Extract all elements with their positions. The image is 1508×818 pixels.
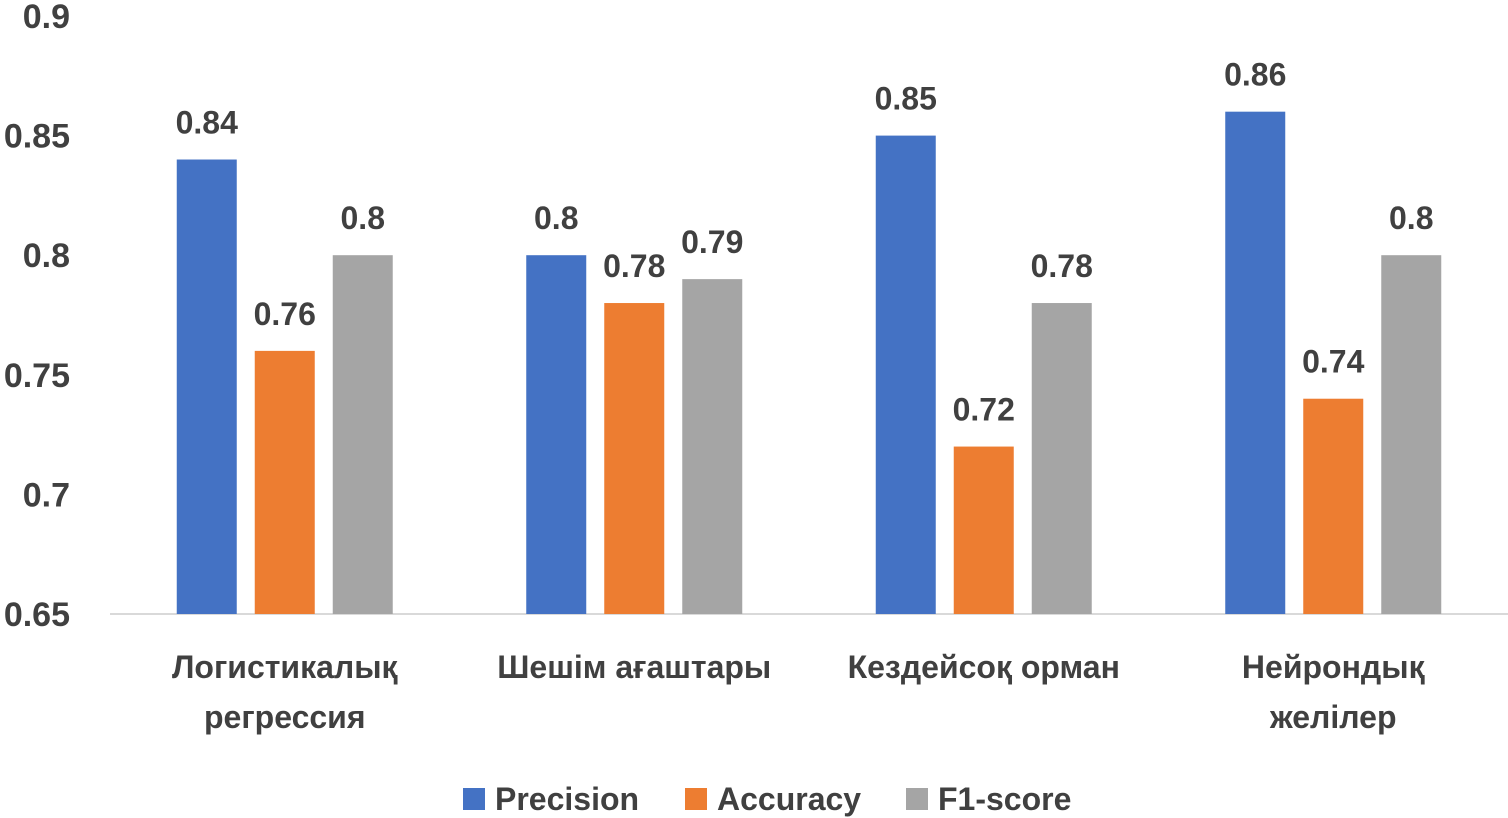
data-label: 0.84 [176,105,238,141]
data-label: 0.78 [603,248,665,284]
legend-swatch [685,788,707,810]
data-label: 0.86 [1224,57,1286,93]
data-label: 0.85 [875,81,937,117]
y-tick-label: 0.75 [4,357,70,395]
legend: Precision Accuracy F1-score [463,781,1071,817]
data-label: 0.72 [953,392,1015,428]
bar-accuracy [254,350,315,614]
bar-f1-score [1031,303,1092,614]
data-label: 0.79 [681,224,743,260]
legend-label: F1-score [938,781,1071,817]
data-label: 0.8 [1389,200,1433,236]
x-category-label: Шешім ағаштары [497,649,771,685]
x-axis: Логистикалық регрессия Шешім ағаштары Кезде… [172,649,1426,735]
bar-precision [526,255,587,614]
x-category-label: регрессия [204,699,366,735]
data-label: 0.8 [534,200,578,236]
bar-precision [176,159,237,614]
y-tick-label: 0.9 [23,0,70,36]
bar-precision [1225,111,1286,615]
bar-precision [875,135,936,614]
bars [176,111,1442,615]
y-tick-label: 0.8 [23,237,70,275]
legend-swatch [463,788,485,810]
data-label: 0.74 [1302,344,1364,380]
x-category-label: желілер [1269,699,1397,735]
bar-f1-score [1381,255,1442,614]
x-category-label: Кездейсоқ орман [848,649,1120,685]
bar-f1-score [332,255,393,614]
data-label: 0.76 [254,296,316,332]
legend-label: Accuracy [717,781,861,817]
y-tick-label: 0.65 [4,596,70,634]
data-label: 0.8 [341,200,385,236]
bar-accuracy [953,446,1014,614]
bar-accuracy [1303,398,1364,614]
legend-label: Precision [495,781,639,817]
legend-swatch [906,788,928,810]
y-tick-label: 0.85 [4,118,70,156]
x-category-label: Нейрондық [1242,649,1426,685]
data-label: 0.78 [1031,248,1093,284]
y-tick-label: 0.7 [23,476,70,514]
bar-f1-score [682,279,743,614]
x-category-label: Логистикалық [172,649,399,685]
y-axis: 0.65 0.7 0.75 0.8 0.85 0.9 [4,0,70,634]
bar-accuracy [604,303,665,614]
data-labels: 0.84 0.8 0.85 0.86 0.76 0.78 0.72 0.74 0.8 0.79 0.… [176,57,1434,428]
